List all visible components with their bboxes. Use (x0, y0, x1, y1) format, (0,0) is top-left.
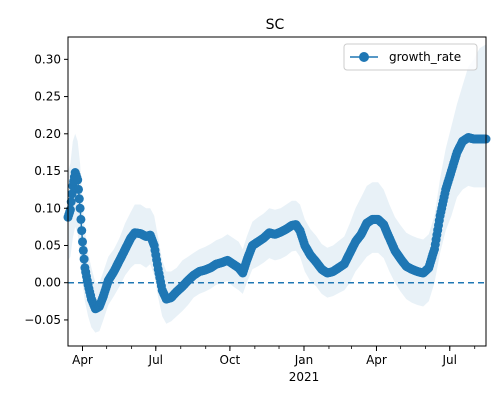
data-point-marker (66, 197, 76, 207)
y-tick-label: 0.10 (34, 201, 61, 215)
data-point-marker (67, 189, 77, 199)
y-tick-label: 0.25 (34, 90, 61, 104)
data-point-marker (79, 254, 89, 264)
x-tick-label: Apr (72, 353, 93, 367)
data-point-marker (74, 184, 83, 194)
data-point-marker (65, 205, 75, 215)
chart-title: SC (266, 17, 285, 33)
x-tick-label: Jul (442, 353, 457, 367)
data-point-marker (78, 237, 87, 247)
legend-marker-swatch (359, 52, 369, 62)
y-tick-label: 0.05 (34, 238, 61, 252)
data-point-marker (78, 245, 88, 255)
growth-rate-markers (63, 133, 491, 314)
legend: growth_rate (343, 43, 478, 71)
data-point-marker (76, 214, 86, 224)
x-year-label: 2021 (289, 370, 320, 384)
legend-label: growth_rate (389, 50, 461, 64)
y-tick-label: −0.05 (24, 313, 61, 327)
x-axis: Apr Jul Oct Jan Apr Jul 2021 (72, 346, 476, 384)
y-axis: −0.05 0.00 0.05 0.10 0.15 0.20 0.25 0.30 (24, 52, 68, 327)
y-tick-label: 0.00 (34, 276, 61, 290)
y-tick-label: 0.20 (34, 127, 61, 141)
x-tick-label: Oct (220, 353, 241, 367)
x-tick-label: Jan (294, 353, 314, 367)
y-tick-label: 0.15 (34, 164, 61, 178)
legend-box (343, 43, 478, 71)
data-point-marker (74, 194, 84, 204)
data-point-marker (75, 203, 85, 213)
data-point-marker (77, 226, 87, 236)
data-point-marker (73, 175, 83, 185)
plot-area (63, 44, 491, 333)
axes-frame (67, 36, 487, 347)
y-tick-label: 0.30 (34, 52, 61, 66)
x-tick-label: Apr (366, 353, 387, 367)
x-tick-label: Jul (148, 353, 163, 367)
